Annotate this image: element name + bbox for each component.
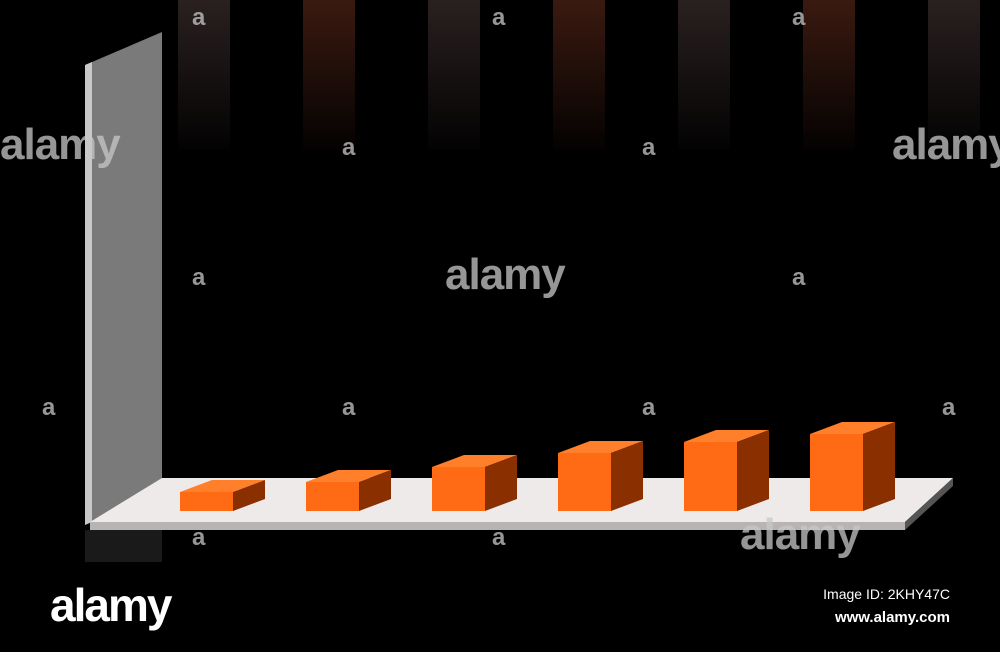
bar-top (180, 480, 265, 492)
watermark: alamy (0, 120, 121, 169)
watermark: alamy (892, 120, 1000, 169)
bar-side (863, 422, 895, 511)
bar (684, 430, 769, 511)
bar-top (306, 470, 391, 482)
watermark: a (492, 524, 505, 551)
wall-reflection (85, 530, 162, 562)
bar-front (306, 482, 359, 511)
bar-side (611, 441, 643, 511)
bar-front (810, 434, 863, 511)
watermark: a (642, 134, 655, 161)
bar-side (737, 430, 769, 511)
bar-front (684, 442, 737, 511)
bar-side (485, 455, 517, 511)
bar (810, 422, 895, 511)
watermark: a (792, 4, 805, 31)
bar (180, 480, 265, 511)
bar (432, 455, 517, 511)
alamy-logo: alamy (50, 579, 172, 631)
watermark: a (792, 264, 805, 291)
watermark: a (42, 394, 55, 421)
bar-top (810, 422, 895, 434)
site-url: www.alamy.com (834, 609, 950, 626)
watermark: a (492, 4, 505, 31)
bar (306, 470, 391, 511)
bars (180, 422, 895, 511)
watermark: a (192, 264, 205, 291)
image-id: Image ID: 2KHY47C (823, 586, 950, 602)
bar (558, 441, 643, 511)
watermark: a (642, 394, 655, 421)
bar-side (233, 480, 265, 511)
bar-front (558, 453, 611, 511)
chart-floor-edge (90, 522, 905, 530)
bar-top (432, 455, 517, 467)
watermark: a (342, 394, 355, 421)
watermark: a (192, 4, 205, 31)
bar-top (684, 430, 769, 442)
chart-floor-side (905, 478, 953, 530)
watermark: alamy (445, 250, 566, 299)
bar-top (558, 441, 643, 453)
watermark: a (342, 134, 355, 161)
bar-side (359, 470, 391, 511)
watermark: a (942, 394, 955, 421)
chart-back-wall (85, 32, 162, 525)
watermark: a (192, 524, 205, 551)
watermark: alamy (740, 510, 861, 559)
bar-front (180, 492, 233, 511)
chart-wall-edge (85, 62, 92, 525)
bar-front (432, 467, 485, 511)
